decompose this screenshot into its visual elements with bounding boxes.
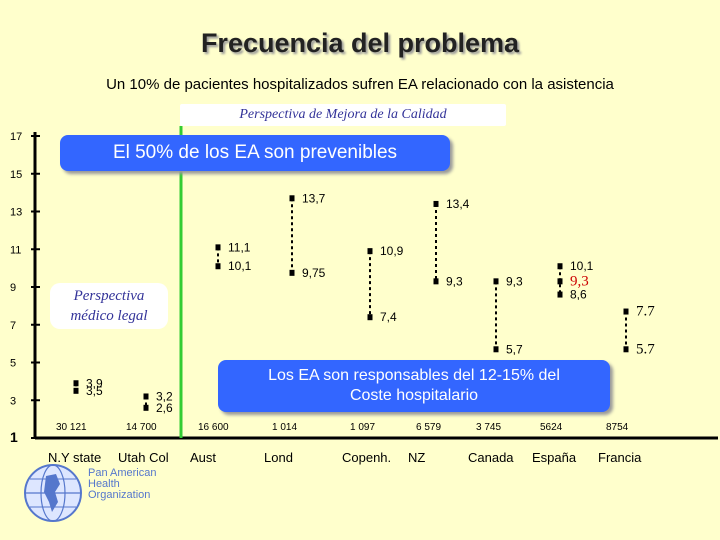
category-label: Canada	[468, 450, 514, 465]
data-label: 3,9	[86, 376, 103, 390]
logo-line-3: Organization	[88, 489, 151, 501]
sample-size-label: 30 121	[56, 422, 87, 433]
data-point	[215, 244, 221, 251]
cost-line-1: Los EA son responsables del 12-15% del	[268, 367, 560, 384]
data-point	[623, 346, 629, 353]
sample-size-label: 5624	[540, 422, 563, 433]
data-point	[143, 404, 149, 411]
data-label: 7,4	[380, 310, 397, 324]
legal-line-2: médico legal	[70, 308, 148, 324]
legal-line-1: Perspectiva	[73, 288, 145, 304]
sample-size-label: 16 600	[198, 422, 229, 433]
data-label: 3,5	[86, 384, 103, 398]
y-tick-label: 7	[10, 320, 16, 332]
data-label: 5,7	[506, 342, 523, 356]
data-label: 10,1	[570, 259, 594, 273]
data-point	[367, 314, 373, 321]
sample-size-label: 1 097	[350, 422, 375, 433]
y-tick-label: 17	[10, 131, 22, 143]
data-label: 2,6	[156, 401, 173, 415]
data-label: 11,1	[228, 240, 251, 254]
quality-perspective-box: Perspectiva de Mejora de la Calidad	[180, 104, 506, 126]
y-tick-label: 5	[10, 358, 16, 370]
sample-size-label: 1 014	[272, 422, 297, 433]
data-point	[433, 278, 439, 285]
data-label: 13,4	[446, 197, 470, 211]
y-tick-label: 3	[10, 395, 16, 407]
category-label: NZ	[408, 450, 425, 465]
data-point	[623, 308, 629, 315]
category-label: Utah Col	[118, 450, 169, 465]
data-point	[143, 393, 149, 400]
data-point	[493, 278, 499, 285]
data-point	[557, 291, 563, 298]
cost-box: Los EA son responsables del 12-15% del C…	[218, 360, 610, 412]
preventable-box: El 50% de los EA son prevenibles	[60, 135, 450, 171]
legal-perspective-box: Perspectiva médico legal	[50, 283, 168, 329]
data-label: 10,1	[228, 259, 252, 273]
data-label: 13,7	[302, 191, 326, 205]
category-label: España	[532, 450, 577, 465]
category-label: Lond	[264, 450, 293, 465]
data-label: 8,6	[570, 288, 587, 302]
sample-size-label: 14 700	[126, 422, 157, 433]
sample-size-label: 6 579	[416, 422, 441, 433]
logo-text: Pan American Health Organization	[88, 468, 156, 501]
data-point	[73, 387, 79, 394]
data-point	[73, 380, 79, 387]
logo-line-2: Health	[88, 478, 120, 490]
y-tick-label: 13	[10, 207, 22, 219]
data-point	[493, 346, 499, 353]
data-point	[557, 278, 563, 285]
y-tick-label: 11	[10, 244, 21, 256]
sample-size-label: 8754	[606, 422, 629, 433]
data-label: 3,2	[156, 389, 173, 403]
data-label: 9,3	[570, 273, 589, 289]
logo-line-1: Pan American	[88, 467, 157, 479]
category-label: Aust	[190, 450, 216, 465]
data-point	[289, 195, 295, 202]
data-point	[215, 263, 221, 270]
y-tick-label: 9	[10, 282, 16, 294]
category-label: N.Y state	[48, 450, 101, 465]
data-label: 10,9	[380, 244, 404, 258]
data-label: 9,3	[446, 274, 463, 288]
page-title: Frecuencia del problema	[200, 28, 520, 58]
data-label: 5.7	[636, 341, 655, 357]
data-point	[433, 200, 439, 207]
y-tick-label: 1	[10, 429, 18, 445]
data-label: 9,75	[302, 266, 326, 280]
cost-line-2: Coste hospitalario	[349, 387, 479, 404]
data-point	[367, 248, 373, 255]
data-point	[557, 263, 563, 270]
category-label: Copenh.	[342, 450, 391, 465]
y-tick-label: 15	[10, 169, 22, 181]
globe-icon	[24, 464, 82, 522]
data-point	[289, 269, 295, 276]
category-label: Francia	[598, 450, 642, 465]
subtitle: Un 10% de pacientes hospitalizados sufre…	[106, 76, 614, 93]
data-label: 9,3	[506, 274, 523, 288]
sample-size-label: 3 745	[476, 422, 501, 433]
data-label: 7.7	[636, 304, 655, 320]
